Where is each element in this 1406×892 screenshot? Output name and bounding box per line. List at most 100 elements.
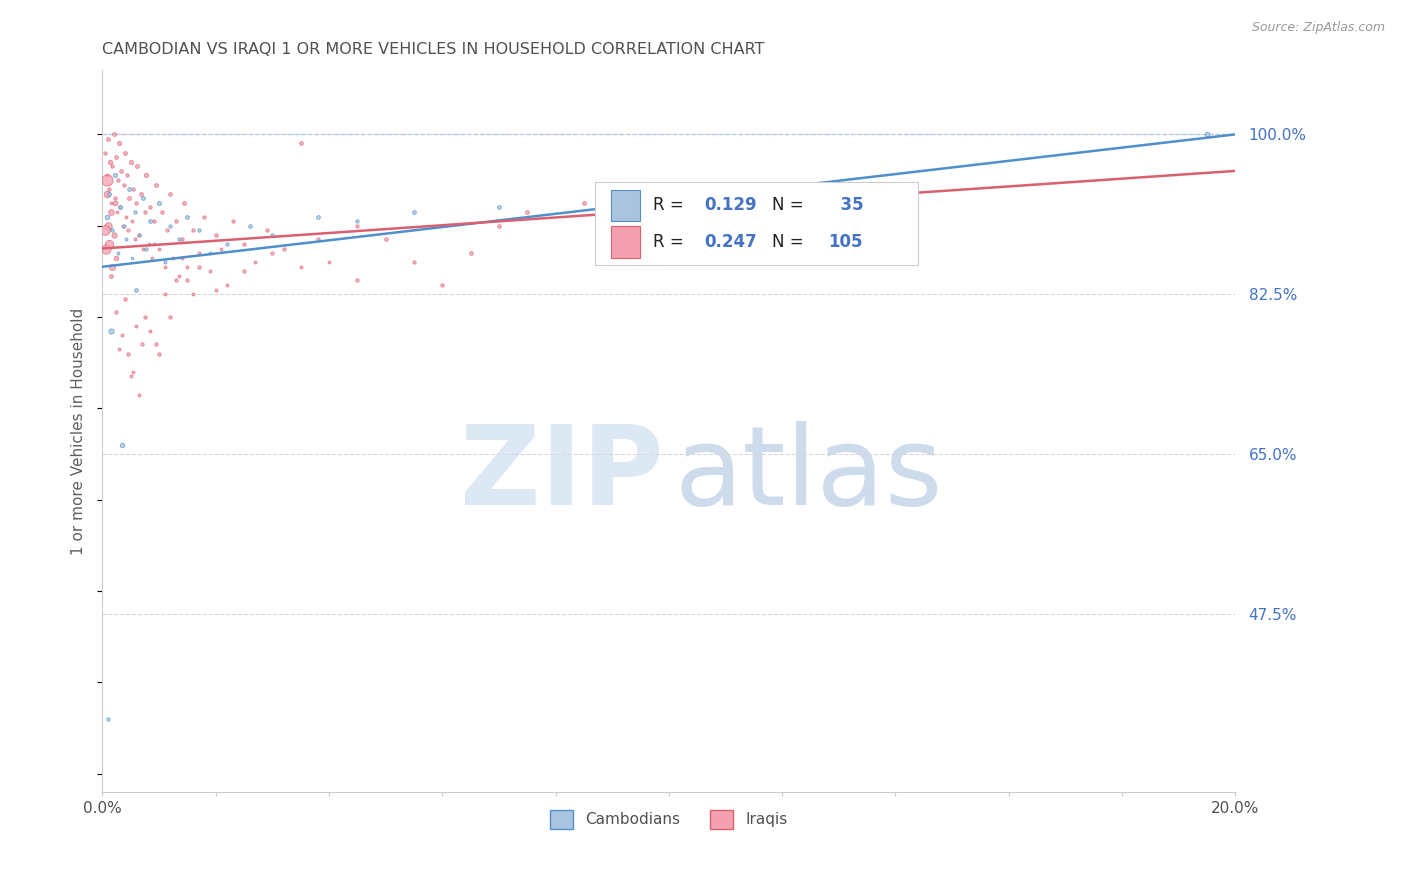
Point	[120, 369, 142, 384]
Point	[148, 195, 170, 210]
FancyBboxPatch shape	[595, 182, 918, 265]
Point	[128, 387, 150, 401]
Point	[176, 273, 198, 287]
Point	[111, 219, 134, 233]
Point	[94, 242, 117, 256]
Text: R =: R =	[652, 233, 689, 251]
Point	[125, 319, 148, 334]
Point	[131, 337, 153, 351]
Point	[96, 173, 118, 187]
Point	[159, 186, 181, 201]
Point	[148, 242, 170, 256]
Point	[145, 178, 167, 192]
Point	[170, 251, 193, 265]
Point	[122, 182, 145, 196]
Point	[139, 201, 162, 215]
Text: ZIP: ZIP	[460, 421, 664, 528]
Point	[262, 246, 284, 260]
Point	[98, 182, 121, 196]
Point	[94, 145, 117, 160]
Point	[98, 154, 121, 169]
Point	[115, 232, 138, 246]
Point	[173, 195, 195, 210]
Point	[98, 186, 121, 201]
Point	[103, 128, 125, 142]
Point	[318, 255, 340, 269]
Point	[104, 150, 127, 164]
Point	[273, 242, 295, 256]
Point	[115, 210, 138, 224]
Point	[128, 227, 150, 242]
Y-axis label: 1 or more Vehicles in Household: 1 or more Vehicles in Household	[72, 308, 86, 555]
FancyBboxPatch shape	[612, 227, 641, 258]
Point	[187, 223, 209, 237]
Point	[181, 287, 204, 301]
Point	[198, 246, 221, 260]
Point	[122, 365, 145, 379]
Point	[108, 342, 131, 356]
Point	[139, 214, 162, 228]
Point	[516, 205, 538, 219]
Point	[221, 214, 243, 228]
Point	[108, 136, 131, 151]
Point	[96, 169, 118, 183]
Point	[107, 173, 129, 187]
Point	[232, 264, 254, 278]
Point	[658, 191, 681, 205]
Point	[125, 283, 148, 297]
Point	[135, 169, 157, 183]
Point	[132, 242, 155, 256]
Point	[118, 191, 141, 205]
Text: 105: 105	[828, 233, 863, 251]
Point	[110, 201, 132, 215]
Point	[121, 214, 143, 228]
Point	[165, 214, 187, 228]
Point	[374, 232, 396, 246]
Point	[153, 260, 176, 274]
Point	[256, 223, 278, 237]
Point	[245, 255, 267, 269]
Point	[118, 182, 141, 196]
Point	[1197, 128, 1219, 142]
Point	[488, 219, 510, 233]
Point	[460, 246, 482, 260]
Point	[159, 310, 181, 324]
Point	[120, 154, 142, 169]
Point	[101, 223, 124, 237]
Point	[129, 186, 152, 201]
Point	[307, 210, 329, 224]
Point	[114, 292, 136, 306]
Point	[143, 236, 166, 251]
Point	[134, 205, 156, 219]
Point	[139, 324, 162, 338]
Point	[111, 438, 134, 452]
Point	[346, 214, 368, 228]
Point	[215, 278, 238, 293]
Point	[105, 251, 128, 265]
Point	[170, 232, 193, 246]
Point	[148, 346, 170, 360]
Point	[104, 191, 127, 205]
Point	[143, 214, 166, 228]
Text: R =: R =	[652, 196, 689, 214]
Point	[125, 195, 148, 210]
Point	[187, 260, 209, 274]
Point	[132, 191, 155, 205]
Point	[105, 205, 128, 219]
Point	[101, 260, 124, 274]
Point	[153, 255, 176, 269]
Point	[96, 186, 118, 201]
Point	[124, 232, 146, 246]
Point	[176, 260, 198, 274]
Point	[346, 273, 368, 287]
Point	[262, 227, 284, 242]
Point	[138, 236, 160, 251]
Point	[165, 273, 187, 287]
Point	[105, 305, 128, 319]
Point	[204, 227, 226, 242]
Point	[104, 169, 127, 183]
Point	[430, 278, 453, 293]
Point	[115, 169, 138, 183]
Point	[232, 236, 254, 251]
Point	[176, 210, 198, 224]
